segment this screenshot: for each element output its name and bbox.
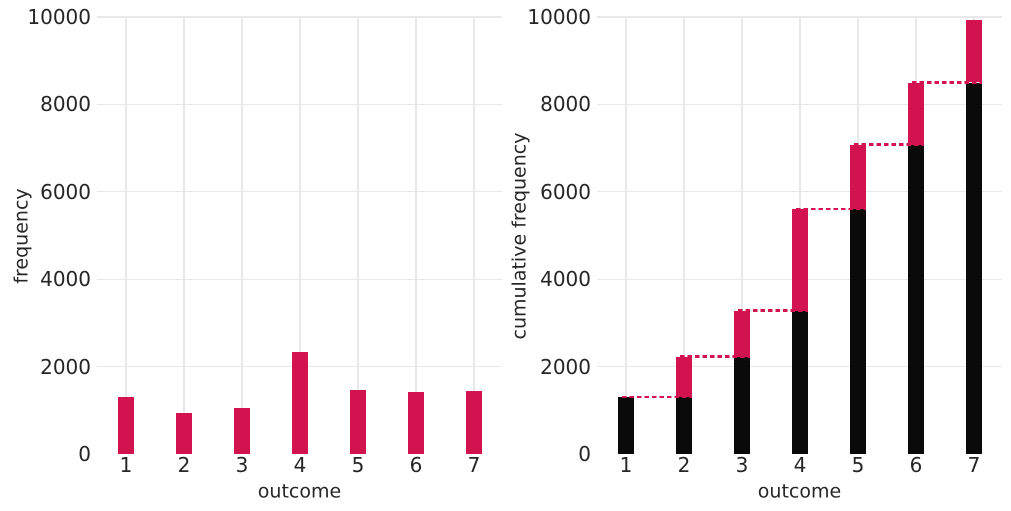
cumulative-bar-increment-outcome-3 [734, 310, 750, 357]
grid-line-vertical [625, 17, 627, 454]
grid-line-horizontal [97, 16, 502, 18]
y-axis-label-cumulative-frequency: cumulative frequency [508, 132, 531, 339]
cumulative-bar-black-outcome-7 [966, 82, 982, 454]
y-tick-label: 6000 [40, 179, 91, 204]
cumulative-bar-increment-outcome-6 [908, 82, 924, 145]
x-tick-label: 1 [619, 453, 633, 477]
grid-line-vertical [299, 17, 301, 454]
x-axis-label-outcome-right: outcome [757, 480, 842, 503]
y-tick-label: 2000 [40, 354, 91, 379]
grid-line-vertical [473, 17, 475, 454]
cumulative-bar-black-outcome-4 [792, 310, 808, 454]
cumulative-bar-increment-outcome-2 [676, 356, 692, 398]
cumulative-bar-black-outcome-2 [676, 397, 692, 454]
cumulative-connector-6 [912, 81, 982, 84]
cumulative-bar-increment-outcome-4 [792, 208, 808, 311]
x-tick-label: 3 [235, 453, 249, 477]
y-tick-label: 8000 [540, 92, 591, 117]
cumulative-connector-5 [854, 143, 924, 146]
cumulative-connector-3 [738, 309, 808, 312]
y-tick-label: 10000 [527, 5, 591, 29]
cumulative-connector-2 [680, 355, 750, 358]
x-tick-label: 6 [909, 453, 923, 477]
cumulative-bar-increment-outcome-7 [966, 19, 982, 83]
frequency-bar-outcome-7 [466, 391, 482, 454]
x-tick-label: 6 [409, 453, 423, 477]
y-tick-label: 4000 [40, 267, 91, 292]
x-tick-label: 7 [467, 453, 481, 477]
cumulative-bar-increment-outcome-5 [850, 144, 866, 209]
cumulative-bar-black-outcome-1 [618, 397, 634, 454]
y-tick-label: 0 [78, 442, 91, 466]
frequency-bar-outcome-4 [292, 352, 308, 454]
grid-line-vertical [683, 17, 685, 454]
grid-line-vertical [741, 17, 743, 454]
frequency-bar-outcome-2 [176, 413, 192, 454]
cumulative-bar-black-outcome-6 [908, 144, 924, 454]
x-tick-label: 4 [793, 453, 807, 477]
cumulative-bar-black-outcome-3 [734, 356, 750, 454]
x-tick-label: 5 [351, 453, 365, 477]
grid-line-vertical [183, 17, 185, 454]
x-tick-label: 1 [119, 453, 133, 477]
cumulative-connector-1 [622, 395, 692, 399]
x-tick-label: 5 [851, 453, 865, 477]
grid-line-vertical [125, 17, 127, 454]
y-tick-label: 8000 [40, 92, 91, 117]
x-tick-label: 4 [293, 453, 307, 477]
x-tick-label: 7 [967, 453, 981, 477]
cumulative-bar-black-outcome-5 [850, 208, 866, 454]
y-tick-label: 0 [578, 442, 591, 466]
grid-line-vertical [241, 17, 243, 454]
x-tick-label: 3 [735, 453, 749, 477]
cumulative-connector-4 [796, 207, 866, 211]
grid-line-vertical [415, 17, 417, 454]
x-axis-label-outcome-left: outcome [257, 480, 342, 503]
frequency-bar-outcome-1 [118, 397, 134, 454]
y-tick-label: 4000 [540, 267, 591, 292]
frequency-bar-outcome-5 [350, 389, 366, 454]
y-tick-label: 10000 [27, 5, 91, 29]
y-tick-label: 6000 [540, 179, 591, 204]
x-tick-label: 2 [677, 453, 691, 477]
grid-line-horizontal [597, 16, 1002, 18]
x-tick-label: 2 [177, 453, 191, 477]
y-tick-label: 2000 [540, 354, 591, 379]
grid-line-vertical [357, 17, 359, 454]
frequency-bar-outcome-3 [234, 408, 250, 454]
frequency-bar-outcome-6 [408, 391, 424, 454]
